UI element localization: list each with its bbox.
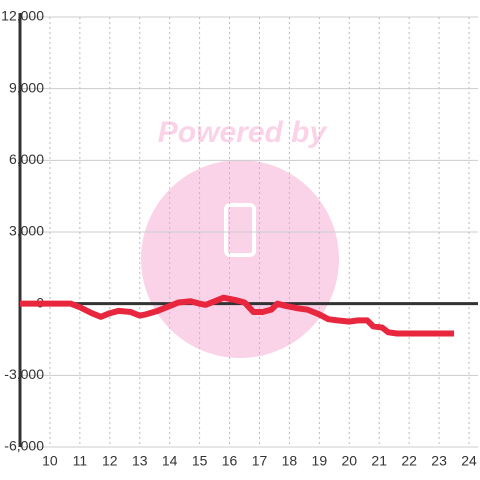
x-tick-label: 17 bbox=[252, 453, 268, 469]
x-tick-label: 10 bbox=[42, 453, 58, 469]
watermark-icon bbox=[224, 203, 256, 257]
watermark-text: Powered by bbox=[158, 116, 328, 149]
y-tick-label: 12,000 bbox=[1, 8, 44, 24]
x-tick-label: 21 bbox=[371, 453, 387, 469]
y-tick-label: -3,000 bbox=[4, 366, 44, 382]
x-tick-label: 18 bbox=[282, 453, 298, 469]
y-tick-label: -6,000 bbox=[4, 438, 44, 454]
x-tick-label: 12 bbox=[102, 453, 118, 469]
x-tick-label: 14 bbox=[162, 453, 178, 469]
x-tick-label: 11 bbox=[73, 453, 88, 469]
data-line bbox=[20, 294, 455, 337]
x-tick-label: 23 bbox=[431, 453, 447, 469]
y-tick-label: 3,000 bbox=[9, 223, 44, 239]
y-tick-label: 6,000 bbox=[9, 151, 44, 167]
x-tick-label: 22 bbox=[401, 453, 417, 469]
watermark: Powered by bbox=[141, 116, 339, 358]
y-tick-label: 9,000 bbox=[9, 79, 44, 95]
x-tick-label: 20 bbox=[341, 453, 357, 469]
watermark-logo bbox=[141, 160, 339, 358]
x-tick-label: 16 bbox=[222, 453, 238, 469]
x-tick-label: 15 bbox=[192, 453, 208, 469]
x-tick-label: 24 bbox=[461, 453, 477, 469]
x-tick-label: 13 bbox=[132, 453, 148, 469]
x-tick-label: 19 bbox=[312, 453, 328, 469]
